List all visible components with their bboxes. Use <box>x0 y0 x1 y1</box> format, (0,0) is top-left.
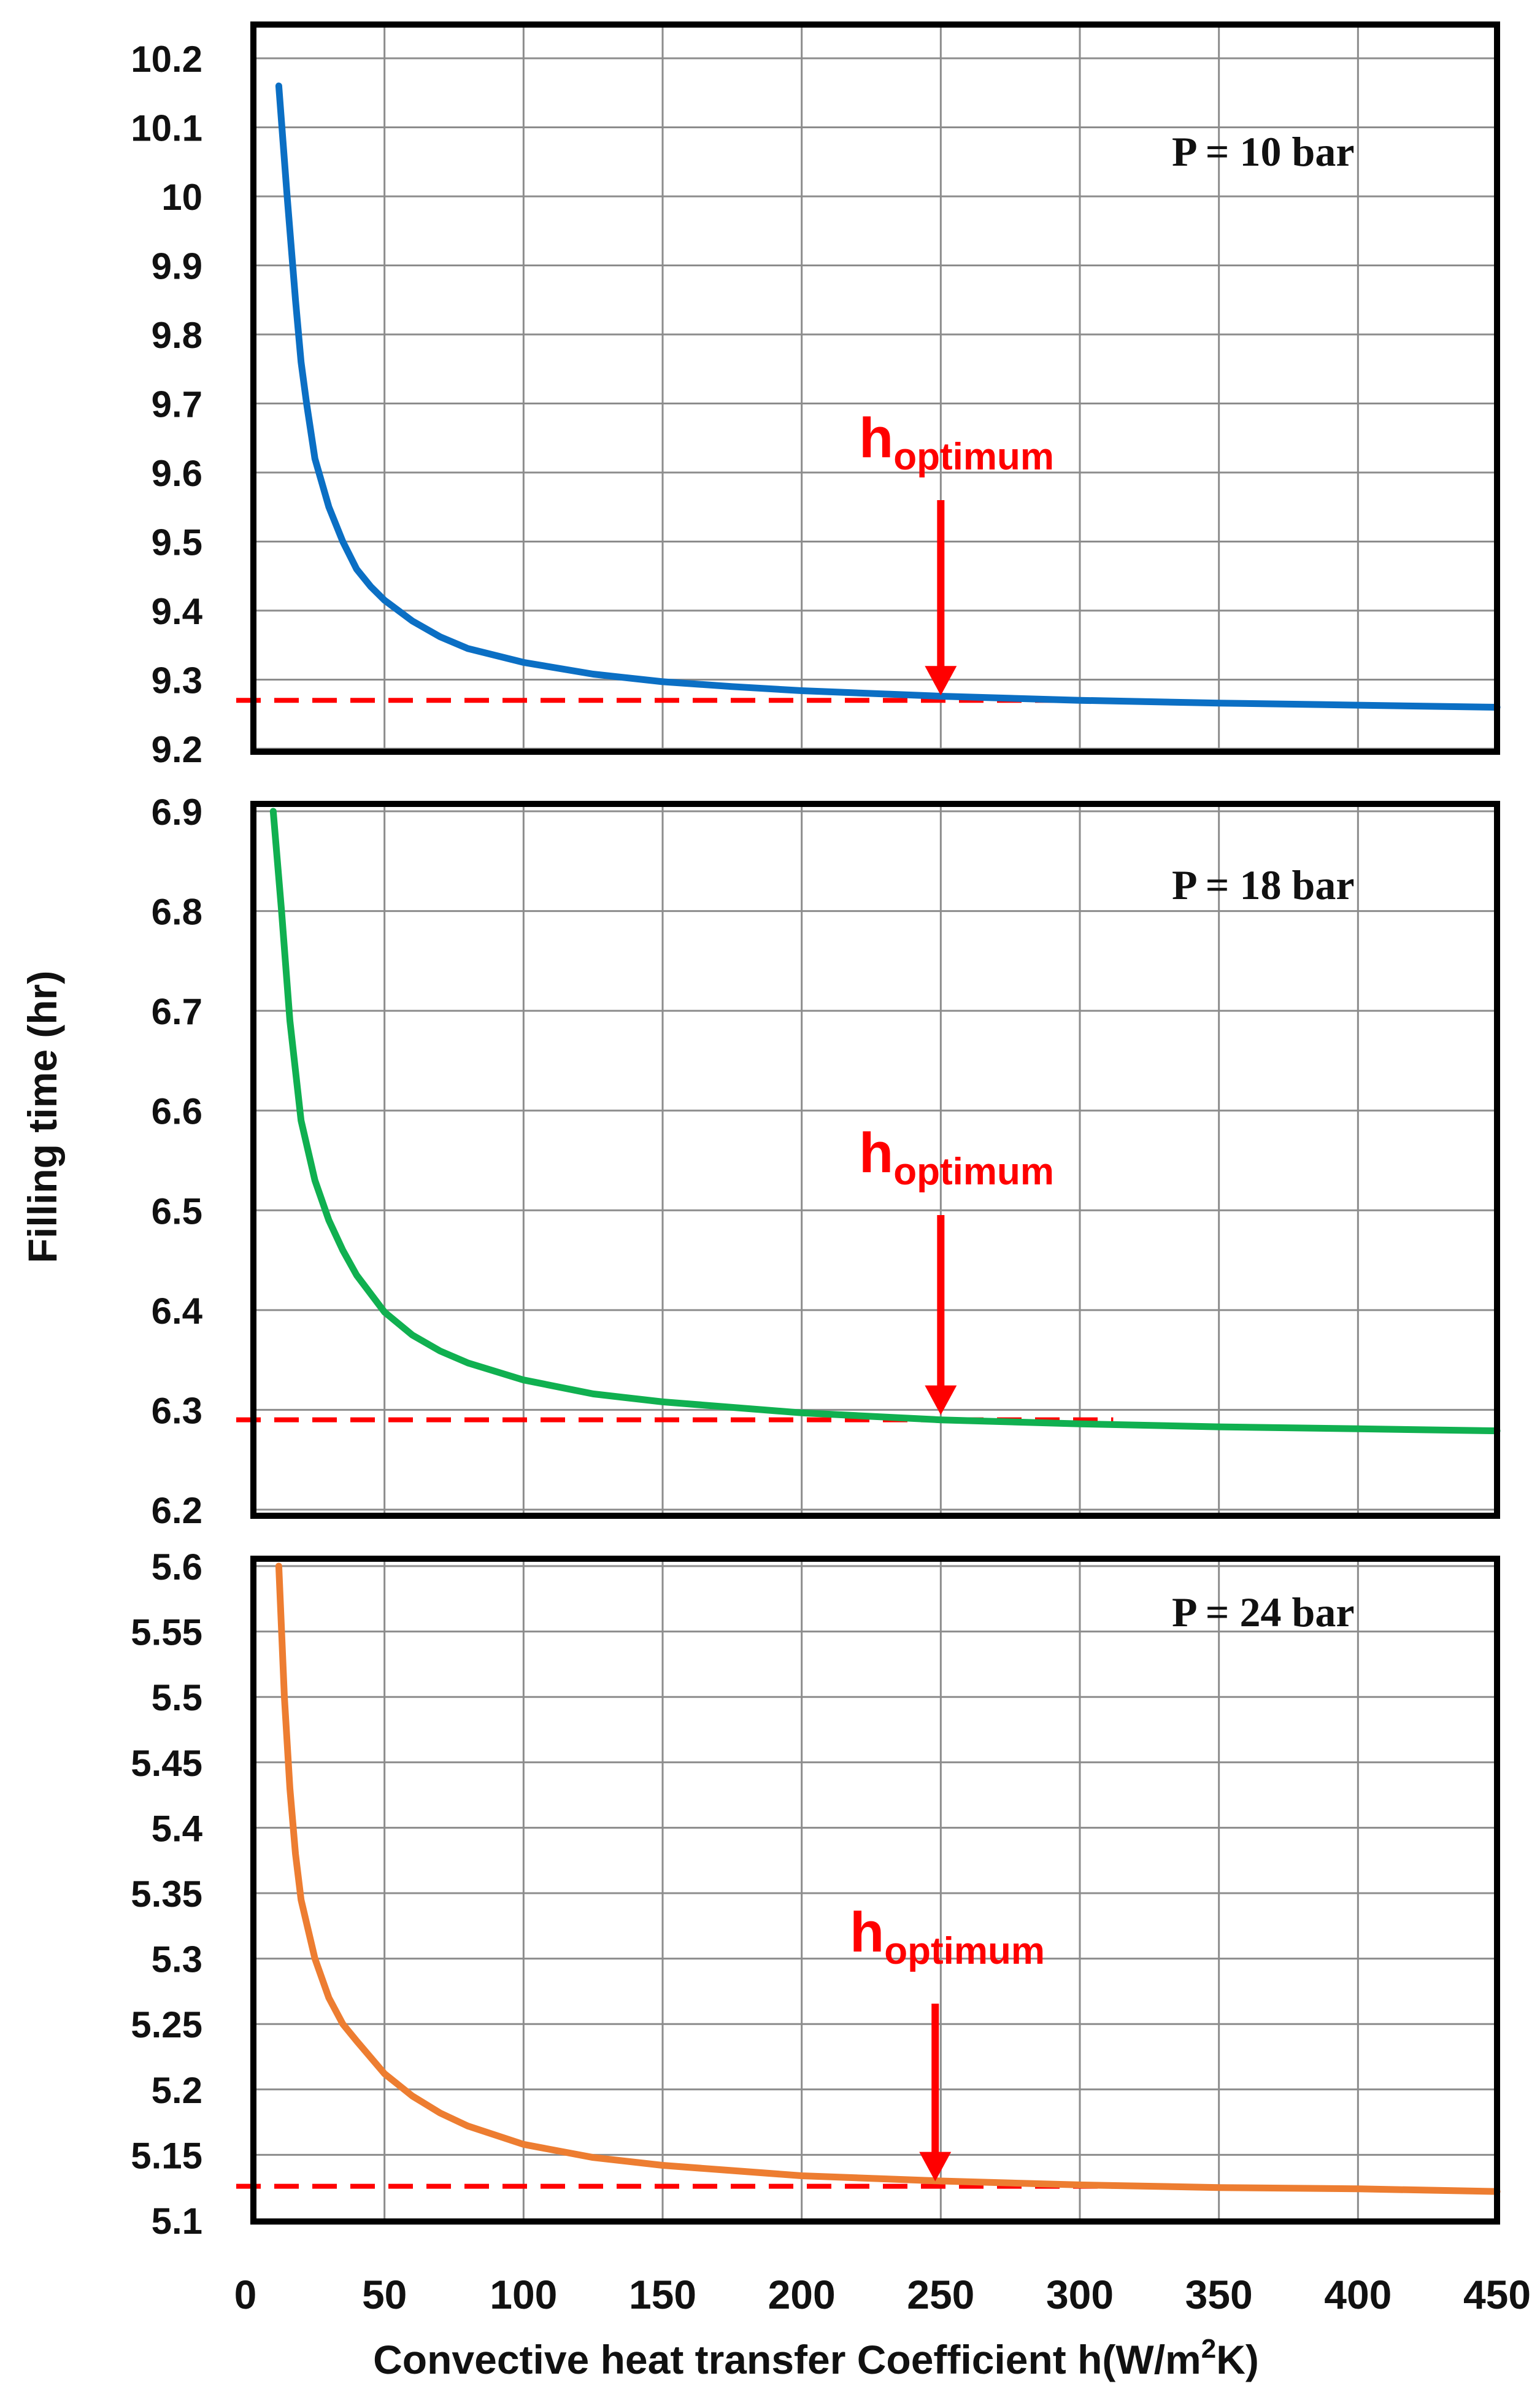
x-tick-label: 0 <box>234 2272 257 2317</box>
y-tick-label: 6.7 <box>152 991 202 1032</box>
y-tick-label: 5.15 <box>131 2135 202 2176</box>
x-tick-label: 400 <box>1324 2272 1392 2317</box>
y-tick-label: 6.6 <box>152 1091 202 1132</box>
y-tick-label: 5.3 <box>152 1939 202 1980</box>
data-series-line <box>275 1562 1501 2195</box>
x-tick-label: 100 <box>490 2272 557 2317</box>
h-optimum-subscript: optimum <box>893 436 1054 478</box>
arrow-head <box>925 666 957 696</box>
x-axis-label-end: K) <box>1216 2337 1259 2382</box>
x-axis-label-main: Convective heat transfer Coefficient h(W… <box>373 2337 1201 2382</box>
y-tick-label: 9.9 <box>152 246 202 287</box>
data-series-line <box>275 82 1501 711</box>
x-axis-label: Convective heat transfer Coefficient h(W… <box>373 2334 1259 2382</box>
y-tick-label: 6.8 <box>152 892 202 933</box>
x-axis: 0 50 100 150 200 250 300 350 400 450 <box>234 2272 1531 2317</box>
x-tick-label: 150 <box>629 2272 696 2317</box>
y-tick-label: 5.35 <box>131 1874 202 1915</box>
y-tick-label: 9.5 <box>152 522 202 563</box>
y-tick-label: 5.55 <box>131 1612 202 1653</box>
pressure-label: P = 10 bar <box>1172 128 1355 175</box>
y-tick-label: 6.4 <box>152 1291 203 1332</box>
x-tick-label: 50 <box>362 2272 407 2317</box>
arrow-head <box>919 2152 952 2182</box>
y-tick-label: 9.7 <box>152 384 202 425</box>
y-tick-label: 5.45 <box>131 1743 202 1784</box>
x-tick-label: 450 <box>1463 2272 1531 2317</box>
y-tick-label: 9.8 <box>152 315 202 356</box>
y-tick-label: 6.3 <box>152 1390 202 1431</box>
y-tick-label: 5.1 <box>152 2201 202 2242</box>
pressure-label: P = 18 bar <box>1172 862 1355 908</box>
y-tick-label: 9.6 <box>152 453 202 494</box>
y-tick-label: 5.5 <box>152 1677 202 1718</box>
h-optimum-subscript: optimum <box>893 1151 1054 1193</box>
h-optimum-symbol: h <box>859 407 893 469</box>
panels: 9.2 9.3 9.4 9.5 9.6 9.7 9.8 9.9 10 10.1 10.2 P = 10… <box>131 21 1501 2242</box>
x-tick-label: 300 <box>1046 2272 1114 2317</box>
plot-frame <box>250 1556 1500 2225</box>
y-axis-label: Filling time (hr) <box>20 971 65 1264</box>
y-tick-label: 5.4 <box>152 1808 203 1849</box>
y-tick-label: 6.9 <box>152 792 202 833</box>
y-tick-label: 5.6 <box>152 1546 202 1588</box>
x-axis-label-superscript: 2 <box>1201 2334 1216 2364</box>
y-tick-label: 10.1 <box>131 108 202 149</box>
chart-panel: 6.2 6.3 6.4 6.5 6.6 6.7 6.8 6.9 P = 18 bar hoptim… <box>152 792 1501 1531</box>
h-optimum-symbol: h <box>859 1122 893 1184</box>
y-tick-label: 5.2 <box>152 2070 202 2111</box>
x-tick-label: 250 <box>907 2272 974 2317</box>
y-tick-label: 9.3 <box>152 660 202 701</box>
y-tick-label: 10.2 <box>131 39 202 80</box>
plot-frame <box>250 801 1500 1519</box>
h-optimum-label: hoptimum <box>859 1122 1054 1193</box>
plot-frame <box>250 21 1500 755</box>
chart-panel: 5.1 5.15 5.2 5.25 5.3 5.35 5.4 5.45 5.5 5.55 5.6 P … <box>131 1546 1501 2242</box>
y-tick-label: 9.4 <box>152 591 203 632</box>
x-tick-label: 350 <box>1185 2272 1253 2317</box>
x-tick-label: 200 <box>768 2272 836 2317</box>
h-optimum-label: hoptimum <box>859 407 1054 478</box>
pressure-label: P = 24 bar <box>1172 1589 1355 1635</box>
y-tick-label: 6.2 <box>152 1490 202 1531</box>
data-series-line <box>269 808 1501 1435</box>
chart-panel: 9.2 9.3 9.4 9.5 9.6 9.7 9.8 9.9 10 10.1 10.2 P = 10… <box>131 21 1501 770</box>
arrow-head <box>925 1385 957 1415</box>
y-tick-label: 10 <box>161 177 202 218</box>
y-tick-label: 6.5 <box>152 1191 202 1232</box>
h-optimum-symbol: h <box>850 1901 884 1964</box>
y-tick-label: 5.25 <box>131 2004 202 2045</box>
y-tick-label: 9.2 <box>152 729 202 770</box>
h-optimum-subscript: optimum <box>884 1930 1045 1972</box>
h-optimum-label: hoptimum <box>850 1901 1045 1972</box>
